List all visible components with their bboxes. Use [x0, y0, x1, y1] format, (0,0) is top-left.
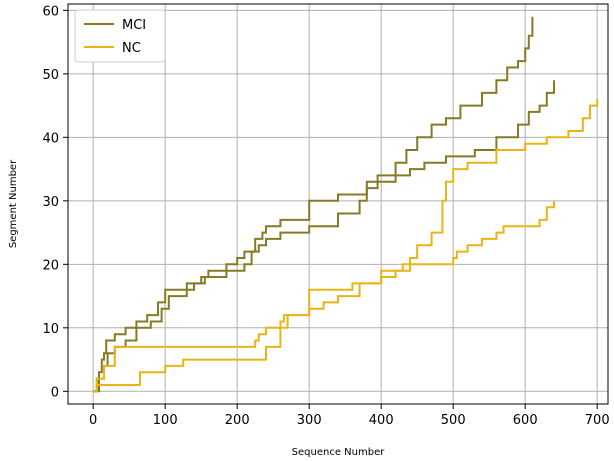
x-axis-label: Sequence Number: [292, 447, 386, 458]
gridlines: [68, 4, 608, 404]
y-tick-label: 0: [51, 385, 59, 400]
series-line-mci-1: [93, 80, 555, 393]
axis-ticks: 0 100 200 300 400 500 600 700 0 10 20 30 40 50 60: [42, 4, 609, 428]
y-tick-label: 50: [42, 68, 59, 83]
series-line-nc-3: [93, 200, 555, 393]
legend-label-nc: NC: [122, 41, 141, 56]
series-line-mci-0: [93, 16, 534, 393]
x-tick-label: 0: [89, 413, 97, 428]
x-tick-label: 200: [225, 413, 250, 428]
legend-box: [74, 9, 166, 63]
y-tick-label: 30: [42, 195, 59, 210]
legend-label-mci: MCI: [122, 18, 146, 33]
x-tick-label: 300: [297, 413, 322, 428]
x-tick-label: 700: [585, 413, 610, 428]
x-tick-label: 100: [153, 413, 178, 428]
y-axis-label: Segment Number: [8, 159, 19, 248]
series-lines: [93, 16, 599, 393]
x-tick-label: 600: [513, 413, 538, 428]
plot-frame: [67, 3, 609, 405]
legend: MCI NC: [74, 9, 166, 63]
y-tick-label: 20: [42, 258, 59, 273]
y-tick-label: 10: [42, 322, 59, 337]
x-tick-label: 400: [369, 413, 394, 428]
series-line-nc-2: [93, 99, 599, 393]
y-tick-label: 60: [42, 4, 59, 19]
y-tick-label: 40: [42, 131, 59, 146]
x-tick-label: 500: [441, 413, 466, 428]
